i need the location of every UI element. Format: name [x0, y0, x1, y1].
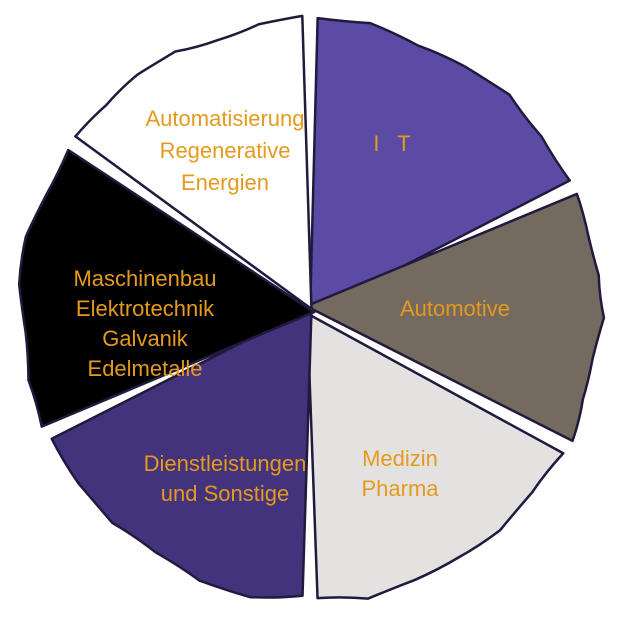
slice-label-automotive: Automotive [400, 296, 510, 321]
pie-chart: I TAutomotiveMedizinPharmaDienstleistung… [0, 0, 620, 620]
slice-label-it: I T [373, 131, 416, 156]
